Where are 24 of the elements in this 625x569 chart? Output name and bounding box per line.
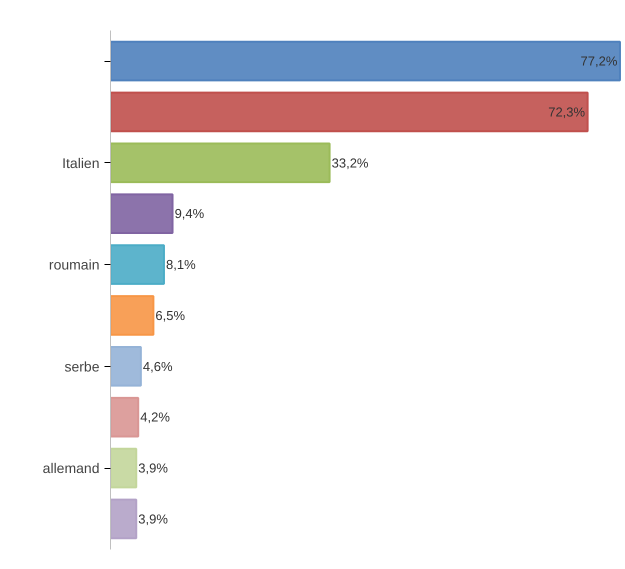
bar [110,142,331,184]
y-tick-label: allemand [42,460,100,476]
y-tick-label: Italien [62,154,100,171]
data-label: 33,2% [332,155,369,170]
bar [110,193,174,234]
y-tick-label: serbe [64,358,100,374]
bar [110,40,621,82]
data-label: 4,6% [142,358,173,374]
data-label: 77,2% [580,54,618,69]
y-tick-label: roumain [48,256,100,273]
bar [110,244,165,285]
data-label: 4,2% [140,410,170,425]
bar [110,498,138,540]
data-label: 8,1% [166,257,196,272]
data-label: 6,5% [155,308,186,323]
data-label: 72,3% [548,104,586,120]
data-label: 3,9% [138,460,168,476]
bar [110,448,138,488]
data-label: 3,9% [138,511,168,526]
data-label: 9,4% [174,206,205,222]
bar [110,346,142,387]
bar [110,295,154,336]
bar [110,92,589,132]
bar [110,396,140,438]
